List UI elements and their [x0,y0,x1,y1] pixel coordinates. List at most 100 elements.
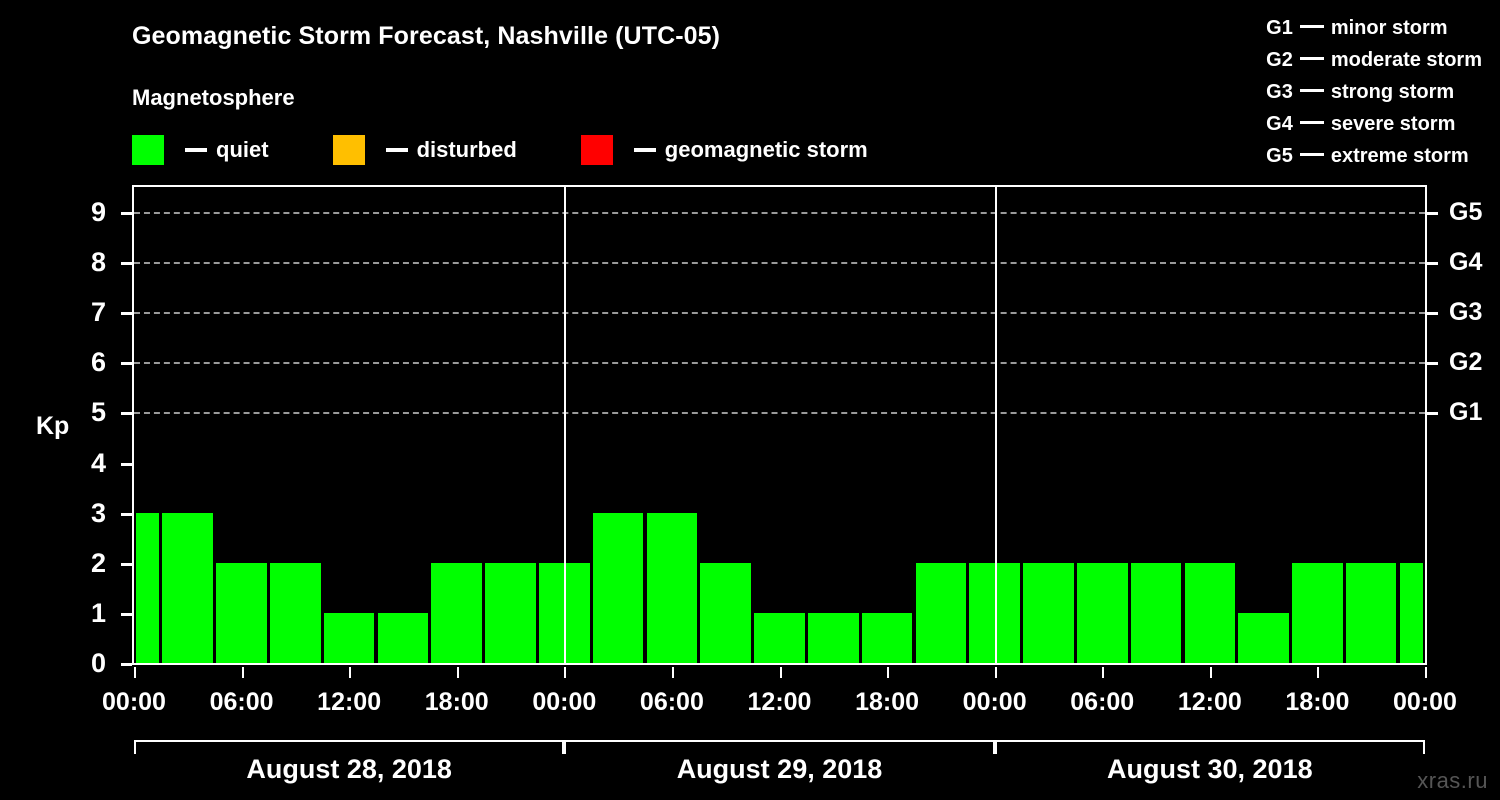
x-tick-mark-6 [779,667,782,678]
gridline-kp-9 [134,212,1425,215]
bar-day2-bin2 [646,512,698,663]
x-tick-label-3: 18:00 [424,688,489,716]
gridline-kp-7 [134,312,1425,315]
x-tick-label-12: 00:00 [1393,688,1457,716]
page-title: Geomagnetic Storm Forecast, Nashville (U… [132,22,721,50]
y-axis-title: Kp [36,412,70,440]
x-tick-mark-2 [349,667,352,678]
bar-day3-bin5 [1238,612,1289,663]
y-tick-mark-2 [121,562,132,566]
gscale-code: G1 [1266,17,1293,39]
x-tick-mark-10 [1209,667,1212,678]
gscale-code: G3 [1266,81,1293,103]
bar-day1-bin8 [539,562,590,663]
bar-day3-bin8 [1399,562,1424,663]
x-tick-mark-8 [994,667,997,678]
legend-label-disturbed: disturbed [416,137,517,162]
y-tick-mark-9 [121,212,132,216]
y-tick-mark-3 [121,512,132,516]
x-tick-label-0: 00:00 [102,688,166,716]
x-tick-label-10: 12:00 [1177,688,1242,716]
y-tick-label-5: 5 [90,397,106,428]
legend-label-geomagnetic-storm: geomagnetic storm [664,137,868,162]
day-band-label-3: August 30, 2018 [1107,754,1313,784]
x-tick-label-1: 06:00 [209,688,274,716]
day-band-label-2: August 29, 2018 [676,754,883,784]
gscale-row-g4: G4 severe storm [1266,108,1482,140]
bar-day2-bin1 [592,512,644,663]
bar-day3-bin7 [1345,562,1397,663]
bar-day3-bin4 [1184,562,1236,663]
day-separator-2 [994,187,997,663]
y-tick-mark-7 [121,312,132,316]
y-tick-label-1: 1 [90,597,106,628]
gscale-row-g3: G3 strong storm [1266,76,1482,108]
day-band-2 [564,740,995,754]
y-tick-label-2: 2 [90,547,106,578]
gscale-desc: moderate storm [1330,49,1482,71]
x-tick-label-6: 12:00 [747,688,812,716]
y-tick-label-6: 6 [90,347,106,378]
g-tick-mark-G3 [1427,312,1438,316]
bar-day2-bin7 [915,562,967,663]
x-tick-mark-9 [1102,667,1105,678]
legend-dash-icon [185,148,207,152]
gscale-desc: strong storm [1330,81,1455,103]
legend-item-quiet: quiet [132,135,269,165]
bar-day3-bin3 [1130,562,1182,663]
g-tick-mark-G4 [1427,262,1438,266]
plot-inner [134,187,1425,663]
x-tick-mark-5 [671,667,674,678]
day-band-label-1: August 28, 2018 [246,754,452,784]
g-tick-mark-G5 [1427,212,1438,216]
x-tick-label-7: 18:00 [855,688,920,716]
gridline-kp-5 [134,412,1425,415]
bar-day1-bin5 [377,612,429,663]
gscale-legend: G1 minor storm G2 moderate storm G3 strong … [1266,12,1482,172]
bar-day3-bin6 [1292,562,1343,663]
gridline-kp-8 [134,262,1425,265]
y-tick-label-4: 4 [90,447,106,478]
bar-day1-bin4 [323,612,375,663]
y-tick-label-0: 0 [90,648,106,678]
bar-day2-bin4 [754,612,805,663]
x-tick-label-2: 12:00 [317,688,382,716]
g-tick-label-G4: G4 [1449,248,1483,277]
y-tick-label-8: 8 [90,247,106,278]
plot-area [132,185,1427,665]
x-tick-label-9: 06:00 [1070,688,1135,716]
legend-item-disturbed: disturbed [332,135,517,165]
x-tick-label-4: 00:00 [532,688,597,716]
g-tick-label-G5: G5 [1449,198,1483,227]
y-tick-label-3: 3 [90,497,106,528]
em-dash-icon [1299,89,1324,93]
bar-day1-bin7 [485,562,536,663]
x-tick-label-5: 06:00 [639,688,704,716]
day-separator-1 [564,187,567,663]
bar-day1-bin1 [162,512,214,663]
x-tick-label-11: 18:00 [1285,688,1350,716]
y-tick-label-9: 9 [90,197,106,228]
legend-label-quiet: quiet [216,137,269,162]
y-tick-mark-4 [121,462,132,466]
bar-day2-bin6 [861,612,913,663]
g-tick-label-G3: G3 [1449,298,1483,327]
y-tick-mark-8 [121,262,132,266]
g-tick-mark-G2 [1427,362,1438,366]
bar-day3-bin1 [1023,562,1074,663]
legend-item-geomagnetic-storm: geomagnetic storm [580,135,868,165]
legend-dash-icon [633,148,656,152]
amber-square-swatch [332,135,365,165]
y-tick-mark-5 [121,412,132,416]
g-tick-label-G1: G1 [1449,398,1483,427]
red-square-swatch [580,135,613,165]
bar-partial-leading [135,512,160,663]
gscale-row-g2: G2 moderate storm [1266,44,1482,76]
bar-day1-bin2 [216,562,267,663]
legend-dash-icon [385,148,408,152]
bar-day2-bin8 [969,562,1020,663]
x-tick-mark-0 [134,667,136,678]
x-tick-label-8: 00:00 [962,688,1027,716]
em-dash-icon [1299,153,1324,157]
gscale-desc: minor storm [1330,17,1448,39]
